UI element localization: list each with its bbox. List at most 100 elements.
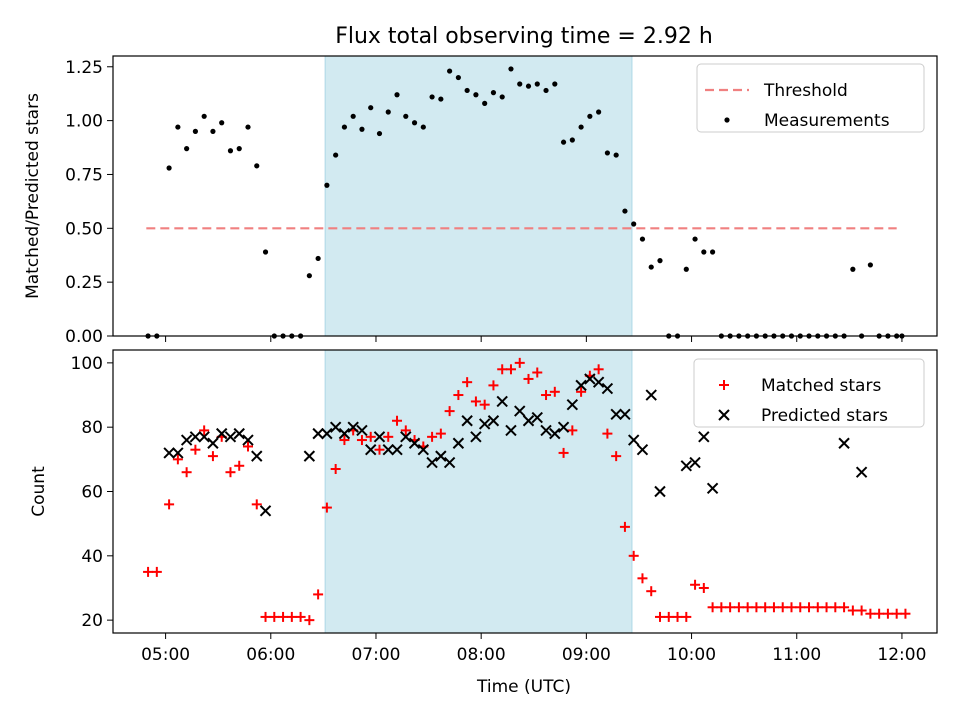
legend-box <box>696 63 925 133</box>
measurement-point <box>587 113 593 119</box>
measurement-point <box>306 273 312 279</box>
measurement-point <box>420 124 426 130</box>
measurement-point <box>709 249 716 255</box>
matched-star-point <box>812 602 823 613</box>
ratio-y-tick-label: 1.25 <box>65 58 103 78</box>
predicted-star-point <box>487 415 500 427</box>
ratio-y-axis-label: Matched/Predicted stars <box>23 93 43 299</box>
matched-stars-legend-label: Matched stars <box>761 376 881 396</box>
ratio-panel: 0.00 0.25 0.50 0.75 1.00 1.25 Matched/Predict… <box>23 55 938 347</box>
matched-star-point <box>151 566 162 577</box>
predicted-star-point <box>373 431 386 443</box>
matched-star-point <box>882 608 893 619</box>
predicted-star-point <box>601 382 614 395</box>
predicted-star-point <box>610 408 622 421</box>
measurement-point <box>534 81 540 87</box>
predicted-star-point <box>251 450 263 462</box>
predicted-star-point <box>312 427 324 440</box>
matched-star-point <box>804 602 815 613</box>
measurement-point <box>482 100 488 106</box>
predicted-star-point <box>514 405 526 417</box>
measurement-point <box>464 87 470 94</box>
chart-title: Flux total observing time = 2.92 h <box>335 24 713 49</box>
matched-star-point <box>654 611 665 622</box>
matched-star-point <box>207 451 218 462</box>
predicted-star-point <box>584 373 596 385</box>
measurement-point <box>350 113 356 119</box>
predicted-star-point <box>452 437 465 449</box>
predicted-star-point <box>443 456 456 469</box>
measurement-point <box>517 81 523 87</box>
measurement-point <box>341 124 348 130</box>
measurement-point <box>490 90 497 96</box>
predicted-star-point <box>619 408 631 421</box>
matched-star-point <box>786 602 797 613</box>
predicted-star-point <box>505 424 517 437</box>
matched-star-point <box>830 602 841 613</box>
matched-star-point <box>383 431 394 442</box>
matched-star-point <box>558 447 569 458</box>
predicted-star-point <box>549 427 561 440</box>
matched-star-point <box>795 602 806 613</box>
ratio-x-axis <box>165 336 903 342</box>
predicted-star-point <box>557 421 570 433</box>
predicted-star-point <box>478 418 491 430</box>
matched-star-point <box>181 467 192 478</box>
measurement-point <box>227 148 234 154</box>
predicted-star-point <box>706 482 719 494</box>
observing-window-band-top <box>324 55 633 337</box>
measurement-point <box>692 236 698 242</box>
predicted-star-point <box>303 450 316 462</box>
matched-star-point <box>330 463 341 474</box>
measurement-point <box>359 126 365 132</box>
measurement-point <box>438 96 444 102</box>
matched-star-point <box>365 431 376 442</box>
measurement-point <box>236 146 242 152</box>
matched-star-point <box>865 608 876 619</box>
measurement-point <box>683 266 689 272</box>
measurement-point <box>578 124 584 130</box>
matched-star-point <box>143 566 154 577</box>
measurement-point <box>219 120 225 126</box>
matched-star-point <box>646 586 657 597</box>
measurement-point <box>657 258 663 264</box>
predicted-star-point <box>365 443 377 456</box>
measurement-point <box>639 236 646 242</box>
ratio-y-tick-label: 0.50 <box>65 219 103 239</box>
predicted-star-point <box>224 431 237 443</box>
measurement-point <box>525 83 532 89</box>
matched-star-point <box>821 602 832 613</box>
matched-star-point <box>602 428 613 439</box>
matched-star-point <box>716 602 727 613</box>
matched-star-point <box>234 460 245 471</box>
measurement-point <box>867 262 873 268</box>
measurement-point <box>560 139 567 145</box>
matched-star-point <box>777 602 788 613</box>
predicted-star-point <box>321 427 333 440</box>
measurement-point <box>552 81 558 87</box>
measurement-point <box>403 113 409 119</box>
measurement-point <box>648 264 654 270</box>
matched-stars-series <box>143 357 911 626</box>
matched-star-point <box>742 602 753 613</box>
threshold-legend-label: Threshold <box>763 81 848 101</box>
predicted-stars-legend-marker <box>718 409 730 421</box>
predicted-star-point <box>522 415 535 427</box>
observing-window-band-bottom <box>324 349 633 634</box>
measurement-point <box>604 150 611 156</box>
predicted-star-point <box>645 389 657 401</box>
matched-star-point <box>611 451 622 462</box>
matched-star-point <box>751 602 762 613</box>
measurement-point <box>622 208 628 214</box>
count-y-tick-label: 60 <box>81 483 103 503</box>
measurement-point <box>473 92 479 98</box>
matched-star-point <box>768 602 779 613</box>
count-y-tick-label: 40 <box>81 547 103 567</box>
predicted-star-point <box>838 437 850 449</box>
predicted-star-point <box>259 505 272 517</box>
predicted-star-point <box>627 434 640 446</box>
measurement-point <box>254 163 260 169</box>
predicted-star-point <box>356 424 368 437</box>
predicted-star-point <box>566 398 579 411</box>
